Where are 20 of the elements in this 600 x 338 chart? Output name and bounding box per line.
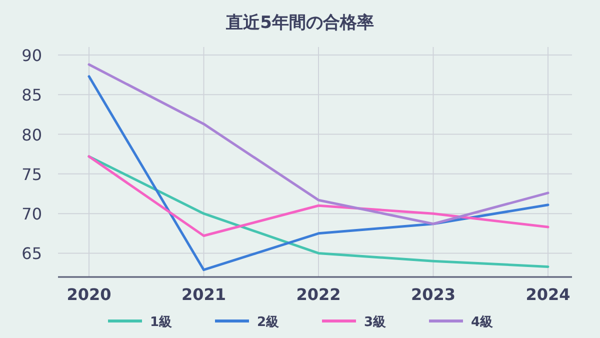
legend-label: 1級 [150, 315, 174, 330]
y-tick-label: 80 [22, 125, 42, 144]
legend-label: 2級 [257, 315, 280, 330]
y-tick-label: 75 [22, 164, 42, 184]
x-tick-label: 2020 [66, 285, 112, 304]
y-tick-label: 90 [22, 46, 42, 65]
y-tick-label: 85 [22, 86, 42, 105]
line-series [88, 75, 550, 272]
legend-label: 4級 [471, 315, 494, 330]
y-tick-label: 65 [22, 244, 42, 264]
x-tick-label: 2024 [526, 285, 570, 304]
x-tick-label: 2022 [296, 285, 341, 304]
line-series [88, 155, 550, 268]
x-tick-label: 2023 [410, 285, 456, 304]
y-tick-label: 70 [22, 204, 42, 224]
chart-title: 直近5年間の合格率 [225, 13, 374, 33]
legend-label: 3級 [364, 315, 388, 330]
line-series [88, 63, 550, 226]
line-series [88, 155, 550, 238]
x-tick-label: 2021 [181, 285, 226, 304]
